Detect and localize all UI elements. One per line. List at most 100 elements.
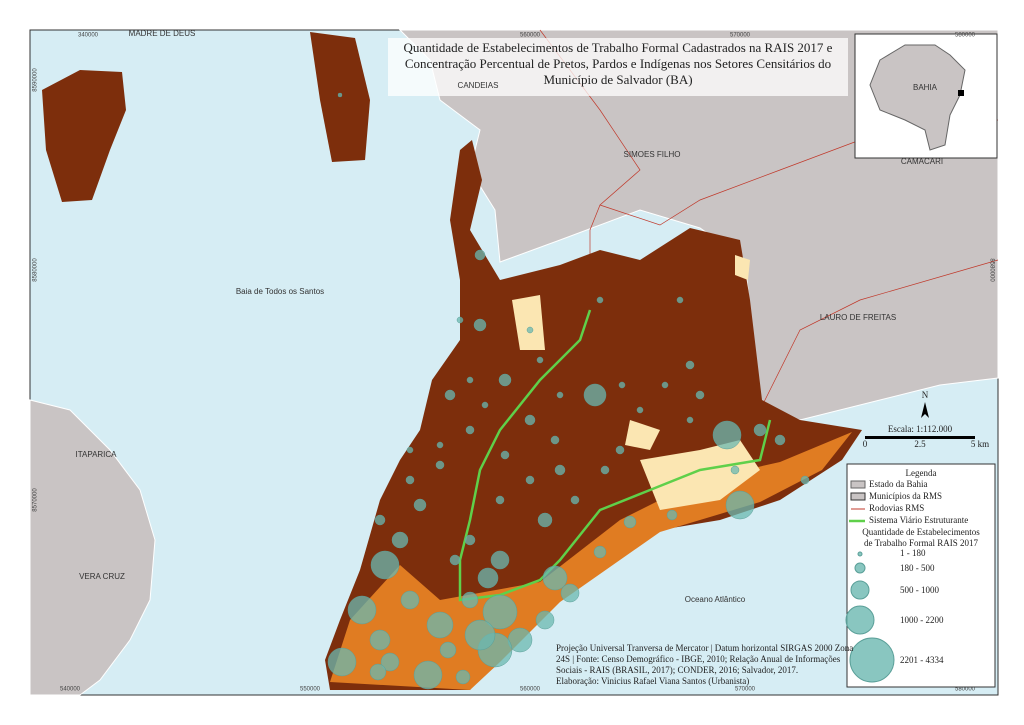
scale-tick: 0	[863, 439, 868, 449]
title-box	[388, 38, 848, 96]
credits-line: Elaboração: Vinicius Rafael Viana Santos…	[556, 676, 749, 686]
establishment-circle	[337, 92, 343, 98]
legend-swatch	[850, 480, 866, 489]
title-line: Concentração Percentual de Pretos, Pardo…	[405, 56, 831, 71]
establishment-circle	[537, 512, 553, 528]
establishment-circle	[666, 509, 678, 521]
establishment-circle	[380, 652, 400, 672]
establishment-circle	[753, 423, 767, 437]
place-label: SIMOES FILHO	[624, 150, 681, 159]
establishment-circle	[426, 611, 454, 639]
title-line: Quantidade de Estabelecimentos de Trabal…	[404, 40, 833, 55]
establishment-circle	[525, 475, 535, 485]
legend-title: Legenda	[906, 468, 937, 478]
establishment-circle	[444, 389, 456, 401]
north-label: N	[922, 390, 929, 400]
establishment-circle	[730, 465, 740, 475]
island	[42, 70, 126, 202]
establishment-circle	[526, 326, 534, 334]
establishment-circle	[405, 475, 415, 485]
establishment-circle	[570, 495, 580, 505]
establishment-circle	[369, 629, 391, 651]
establishment-circle	[435, 460, 445, 470]
legend-size-title: de Trabalho Formal RAIS 2017	[864, 538, 979, 548]
legend-circle	[845, 605, 875, 635]
establishment-circle	[413, 498, 427, 512]
legend-class: 500 - 1000	[900, 585, 939, 595]
establishment-circle	[550, 435, 560, 445]
legend-class: 1 - 180	[900, 548, 926, 558]
establishment-circle	[593, 545, 607, 559]
establishment-circle	[481, 401, 489, 409]
establishment-circle	[456, 316, 464, 324]
place-label: CANDEIAS	[458, 81, 499, 90]
credits-line: Sociais - RAIS (BRASIL, 2017); CONDER, 2…	[556, 665, 798, 675]
scale-tick: 2.5	[914, 439, 926, 449]
place-label: MADRE DE DEUS	[129, 29, 196, 38]
establishment-circle	[774, 434, 786, 446]
establishment-circle	[473, 318, 487, 332]
legend-item: Municípios da RMS	[869, 491, 942, 501]
place-label: ITAPARICA	[75, 450, 117, 459]
scale-title: Escala: 1:112.000	[888, 424, 953, 434]
establishment-circle	[498, 373, 512, 387]
grid-label: 580000	[955, 33, 976, 39]
establishment-circle	[500, 450, 510, 460]
inset-bahia	[869, 44, 966, 151]
establishment-circle	[556, 391, 564, 399]
legend-circle	[850, 580, 870, 600]
establishment-circle	[369, 663, 387, 681]
establishment-circle	[455, 669, 471, 685]
credits-line: 24S | Fonte: Censo Demográfico - IBGE, 2…	[556, 654, 841, 664]
establishment-circle	[391, 531, 409, 549]
establishment-circle	[400, 590, 420, 610]
legend: Legenda Estado da Bahia Municípios da RM…	[845, 463, 996, 688]
legend-circle	[857, 551, 863, 557]
establishment-circle	[676, 296, 684, 304]
establishment-circle	[495, 495, 505, 505]
grid-label: 540000	[60, 687, 81, 693]
establishment-circle	[695, 390, 705, 400]
legend-item: Estado da Bahia	[869, 479, 927, 489]
inset-label: BAHIA	[913, 83, 938, 92]
establishment-circle	[370, 550, 400, 580]
establishment-circle	[536, 356, 544, 364]
place-label: Oceano Atlântico	[685, 595, 746, 604]
establishment-circle	[482, 594, 518, 630]
grid-label: 570000	[730, 33, 751, 39]
light-zone	[625, 420, 660, 450]
establishment-circle	[461, 591, 479, 609]
establishment-circle	[413, 660, 443, 690]
grid-label: 340000	[78, 33, 99, 39]
legend-class: 2201 - 4334	[900, 655, 944, 665]
grid-label: 560000	[520, 33, 541, 39]
establishment-circle	[661, 381, 669, 389]
itaparica-island	[29, 399, 156, 696]
establishment-circle	[685, 360, 695, 370]
place-label: Baia de Todos os Santos	[236, 287, 324, 296]
salvador	[325, 140, 862, 690]
establishment-circle	[474, 249, 486, 261]
legend-circle	[849, 637, 895, 683]
grid-label: 8580000	[988, 258, 994, 282]
establishment-circle	[406, 446, 414, 454]
establishment-circle	[464, 619, 496, 651]
establishment-circle	[436, 441, 444, 449]
inset-map: BAHIA	[854, 33, 998, 159]
establishment-circle	[686, 416, 694, 424]
scale-tick: 5 km	[971, 439, 989, 449]
establishment-circle	[535, 610, 555, 630]
establishment-circle	[490, 550, 510, 570]
grid-label: 570000	[735, 687, 756, 693]
establishment-circle	[466, 376, 474, 384]
place-label: CAMACARI	[901, 157, 943, 166]
grid-label: 8580000	[33, 258, 39, 282]
legend-swatch	[850, 492, 866, 501]
grid-label: 8570000	[33, 488, 39, 512]
establishment-circle	[623, 515, 637, 529]
establishment-circle	[712, 420, 742, 450]
establishment-circle	[554, 464, 566, 476]
establishment-circle	[636, 406, 644, 414]
establishment-circle	[347, 595, 377, 625]
